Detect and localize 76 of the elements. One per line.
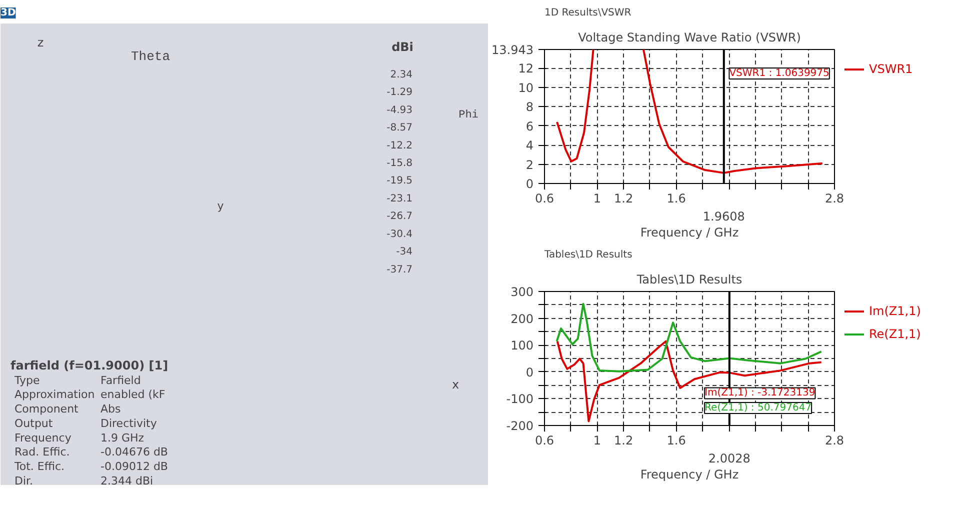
text: -4.93 <box>386 104 412 116</box>
text: enabled (kF <box>100 388 166 402</box>
text: 1.9 GHz <box>100 431 144 444</box>
text: z <box>37 35 44 50</box>
y-tick-label: 6 <box>526 119 534 134</box>
text: -0.09012 dB <box>100 460 168 474</box>
x-tick-label: 2.8 <box>824 192 844 206</box>
legend-label: Re(Z1,1) <box>869 327 921 341</box>
text: Output <box>14 416 54 430</box>
x-axis-title: Frequency / GHz <box>640 468 739 482</box>
text: -12.2 <box>386 140 412 152</box>
text: -34 <box>396 246 413 258</box>
text: -30.4 <box>386 228 412 240</box>
text: 2.344 dBi <box>100 474 154 488</box>
text: Rad. Effic. <box>14 446 70 459</box>
y-tick-label: 13.943 <box>492 43 534 57</box>
text: Component <box>14 402 80 416</box>
x-axis-title: Frequency / GHz <box>640 226 739 240</box>
text: 3D <box>0 8 16 18</box>
x-tick-label: 1.6 <box>666 192 686 206</box>
text: -23.1 <box>386 193 412 204</box>
ref-line-label: 2.0028 <box>708 452 750 466</box>
chart-subtitle: 1D Results\VSWR <box>544 8 632 18</box>
x-tick-label: 1 <box>593 192 602 206</box>
x-tick-label: 1 <box>593 434 602 448</box>
color-bar-title: dBi <box>392 40 414 54</box>
text: -26.7 <box>386 211 412 222</box>
legend-label: VSWR1 <box>869 62 913 76</box>
text: -0.04676 dB <box>100 446 168 459</box>
legend-label: Im(Z1,1) <box>869 304 921 318</box>
x-tick-label: 1.6 <box>666 434 686 448</box>
text: Abs <box>100 402 122 416</box>
ref-line-label: 1.9608 <box>702 210 745 224</box>
x-tick-label: 0.6 <box>534 434 554 448</box>
y-tick-label: 4 <box>526 138 534 153</box>
y-tick-label: 10 <box>518 80 534 95</box>
text: x <box>452 378 460 392</box>
text: y <box>217 199 224 212</box>
text: -15.8 <box>386 158 412 170</box>
text: Directivity <box>100 416 158 430</box>
y-tick-label: 8 <box>526 100 534 114</box>
text: Farfield <box>100 374 141 387</box>
x-tick-label: 1.2 <box>614 434 634 448</box>
chart-title: Voltage Standing Wave Ratio (VSWR) <box>578 30 801 44</box>
text: -1.29 <box>386 87 412 98</box>
chart-subtitle: Tables\1D Results <box>544 250 632 260</box>
y-tick-label: -200 <box>506 419 534 433</box>
annotation: VSWR1 : 1.0639975 <box>729 68 830 79</box>
y-tick-label: 0 <box>526 365 534 380</box>
line-series <box>556 340 822 422</box>
y-tick-label: 2 <box>526 158 534 172</box>
text: Type <box>14 374 40 387</box>
text: farfield (f=01.9000) [1] <box>10 358 168 372</box>
y-tick-label: 12 <box>518 62 534 76</box>
text: Frequency <box>14 431 72 444</box>
y-tick-label: 200 <box>510 312 534 326</box>
chart-title: Tables\1D Results <box>636 272 742 286</box>
x-tick-label: 0.6 <box>534 192 554 206</box>
text: Approximation <box>14 388 95 402</box>
x-tick-label: 2.8 <box>824 434 844 448</box>
y-tick-label: 300 <box>510 285 534 299</box>
line-series <box>556 302 822 372</box>
text: -8.57 <box>386 122 412 134</box>
text: Phi <box>458 109 479 122</box>
text: 2.34 <box>390 69 412 80</box>
annotation: Re(Z1,1) : 50.797647 <box>704 402 812 414</box>
annotation: Im(Z1,1) : -3.1723139 <box>704 388 816 399</box>
text: Dir. <box>14 474 34 488</box>
text: -19.5 <box>386 176 412 187</box>
y-tick-label: 100 <box>510 338 534 353</box>
y-tick-label: 0 <box>526 177 534 191</box>
text: Theta <box>130 48 170 64</box>
y-tick-label: -100 <box>506 392 534 406</box>
text: -37.7 <box>386 264 412 276</box>
text: Tot. Effic. <box>14 460 65 474</box>
x-tick-label: 1.2 <box>614 192 634 206</box>
